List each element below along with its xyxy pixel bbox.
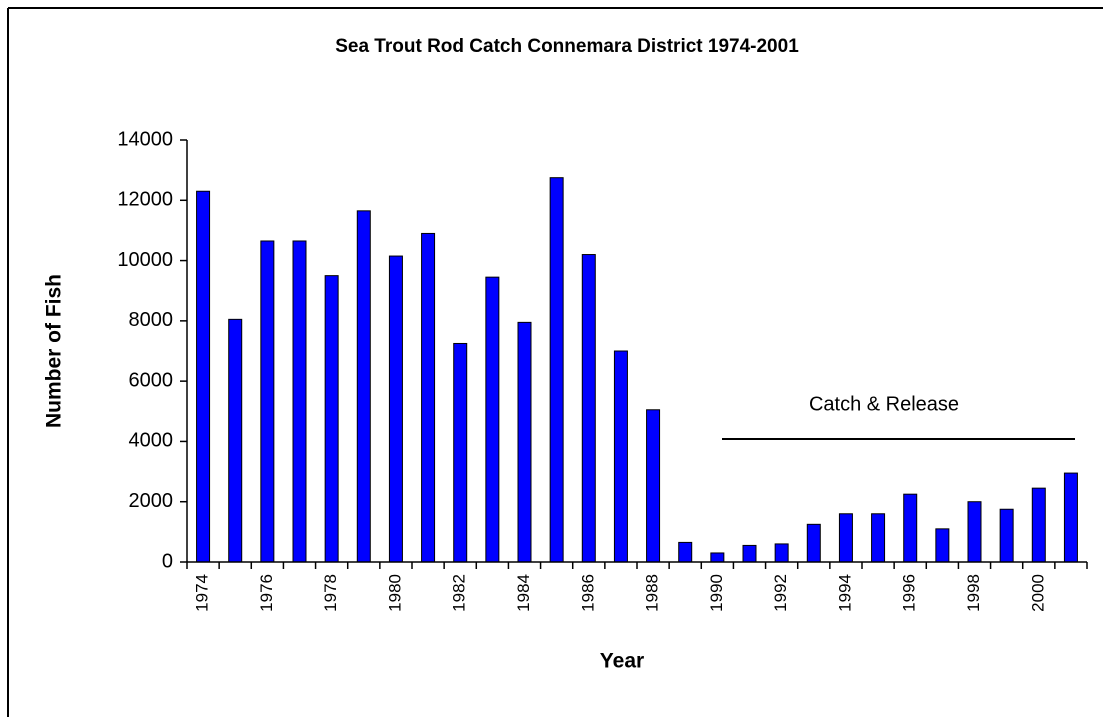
bar [806, 523, 821, 563]
bar [742, 544, 757, 563]
bar [774, 543, 789, 563]
y-tick-label: 12000 [117, 189, 173, 211]
bar [356, 210, 371, 563]
x-tick-label: 1994 [835, 574, 854, 612]
x-tick-label: 1992 [771, 574, 790, 612]
bar [549, 177, 564, 563]
x-tick-label: 1990 [707, 574, 726, 612]
x-tick-label: 1988 [643, 574, 662, 612]
bar [646, 409, 661, 563]
bar [260, 240, 275, 563]
chart-title: Sea Trout Rod Catch Connemara District 1… [335, 36, 799, 57]
bar [678, 541, 693, 563]
x-tick-label: 1980 [385, 574, 404, 612]
bar [196, 190, 211, 563]
bar [421, 232, 436, 563]
y-axis-label: Number of Fish [43, 274, 66, 428]
bar [453, 342, 468, 563]
x-tick-label: 1974 [193, 574, 212, 612]
x-tick-label: 1998 [964, 574, 983, 612]
bar [838, 513, 853, 563]
y-tick-label: 2000 [129, 490, 174, 512]
x-tick-label: 1982 [450, 574, 469, 612]
y-tick-label: 10000 [117, 249, 173, 271]
bar [935, 528, 950, 563]
bar [999, 508, 1014, 563]
y-tick-label: 8000 [129, 309, 174, 331]
bar [710, 552, 725, 563]
annotation: Catch & Release [809, 393, 959, 415]
bar [613, 350, 628, 563]
bar [1063, 472, 1078, 563]
y-tick-label: 14000 [117, 128, 173, 150]
bar [871, 513, 886, 563]
x-tick-label: 1996 [900, 574, 919, 612]
bar [1031, 487, 1046, 563]
x-tick-label: 1986 [578, 574, 597, 612]
y-tick-label: 4000 [129, 430, 174, 452]
x-tick-label: 1976 [257, 574, 276, 612]
y-tick-label: 6000 [129, 369, 174, 391]
bar [903, 493, 918, 563]
bar [485, 276, 500, 563]
x-tick-label: 2000 [1028, 574, 1047, 612]
y-tick-label: 0 [162, 550, 173, 572]
x-axis-label: Year [600, 650, 644, 673]
bar [581, 254, 596, 563]
bar [517, 321, 532, 563]
x-tick-label: 1978 [321, 574, 340, 612]
x-tick-label: 1984 [514, 574, 533, 612]
bar [324, 275, 339, 563]
bar [967, 501, 982, 563]
bar [292, 240, 307, 563]
bar [388, 255, 403, 563]
bar [228, 318, 243, 563]
